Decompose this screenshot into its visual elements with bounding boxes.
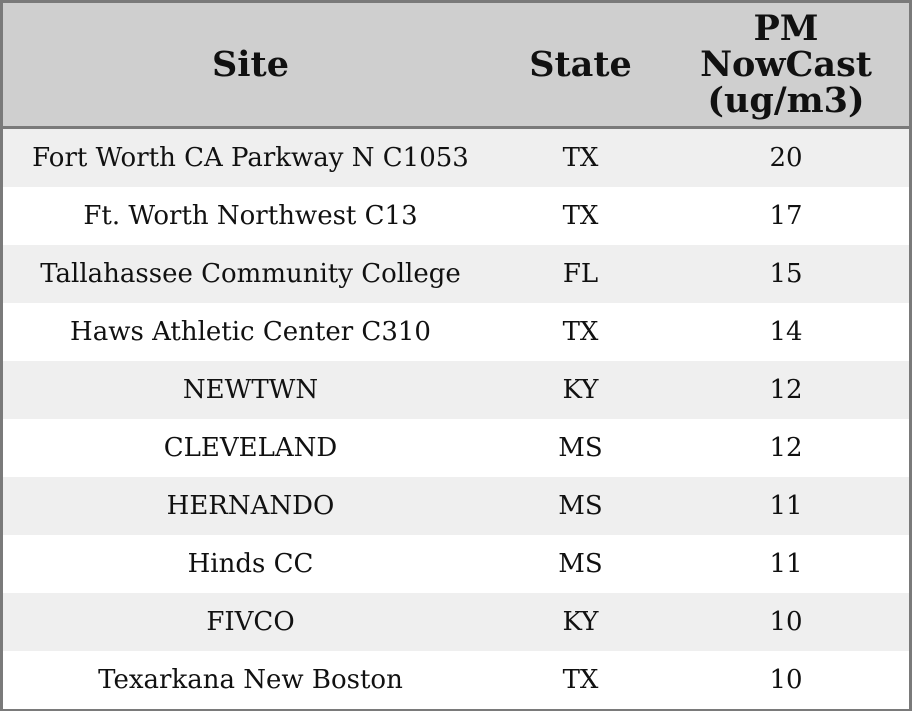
- state-cell: TX: [562, 201, 599, 231]
- table-row: Fort Worth CA Parkway N C1053 TX 20: [3, 129, 909, 187]
- pm-value-cell: 11: [769, 491, 803, 521]
- site-cell: HERNANDO: [166, 491, 335, 521]
- pm-value-cell: 14: [769, 317, 803, 347]
- site-cell: Hinds CC: [187, 549, 314, 579]
- pm-value-cell: 12: [769, 433, 803, 463]
- site-cell: Haws Athletic Center C310: [70, 317, 431, 347]
- table-row: NEWTWN KY 12: [3, 361, 909, 419]
- pm-value-cell: 10: [769, 665, 803, 695]
- table-header-row: Site State PM NowCast (ug/m3): [3, 3, 909, 129]
- state-cell: TX: [562, 143, 599, 173]
- pm-value-cell: 20: [769, 143, 803, 173]
- site-cell: Texarkana New Boston: [98, 665, 403, 695]
- table-row: Tallahassee Community College FL 15: [3, 245, 909, 303]
- site-cell: Fort Worth CA Parkway N C1053: [32, 143, 469, 173]
- table-row: Hinds CC MS 11: [3, 535, 909, 593]
- table-row: HERNANDO MS 11: [3, 477, 909, 535]
- state-cell: KY: [562, 375, 599, 405]
- header-state: State: [529, 43, 632, 85]
- pm-value-cell: 15: [769, 259, 803, 289]
- header-pm-nowcast: PM NowCast (ug/m3): [700, 7, 872, 121]
- site-cell: Ft. Worth Northwest C13: [83, 201, 418, 231]
- header-site: Site: [211, 43, 289, 85]
- state-cell: TX: [562, 665, 599, 695]
- table-row: Ft. Worth Northwest C13 TX 17: [3, 187, 909, 245]
- table-row: Texarkana New Boston TX 10: [3, 651, 909, 709]
- state-cell: TX: [562, 317, 599, 347]
- pm-value-cell: 10: [769, 607, 803, 637]
- state-cell: FL: [562, 259, 599, 289]
- table-row: CLEVELAND MS 12: [3, 419, 909, 477]
- site-cell: Tallahassee Community College: [40, 259, 461, 289]
- state-cell: MS: [558, 433, 603, 463]
- table-row: Haws Athletic Center C310 TX 14: [3, 303, 909, 361]
- site-cell: FIVCO: [206, 607, 295, 637]
- pm-value-cell: 11: [769, 549, 803, 579]
- state-cell: MS: [558, 491, 603, 521]
- state-cell: KY: [562, 607, 599, 637]
- pm-value-cell: 12: [769, 375, 803, 405]
- table-row: FIVCO KY 10: [3, 593, 909, 651]
- state-cell: MS: [558, 549, 603, 579]
- site-cell: NEWTWN: [182, 375, 319, 405]
- pm-value-cell: 17: [769, 201, 803, 231]
- table-body: Fort Worth CA Parkway N C1053 TX 20 Ft. …: [3, 129, 909, 709]
- site-cell: CLEVELAND: [163, 433, 338, 463]
